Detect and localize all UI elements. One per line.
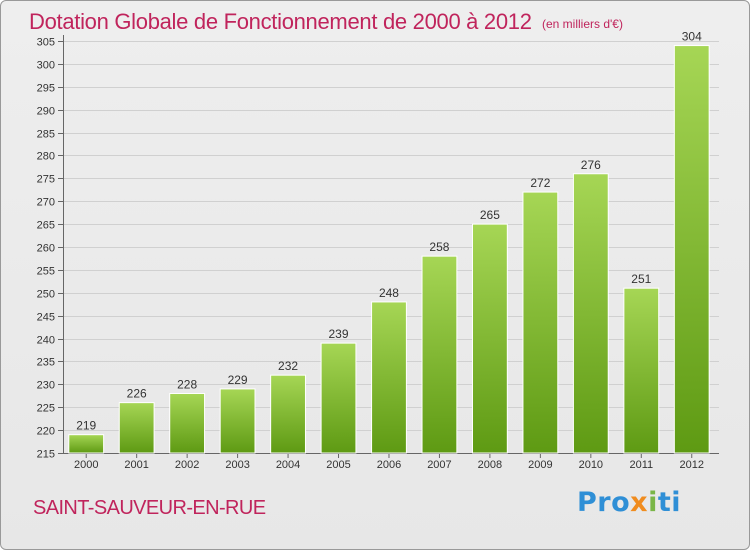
bar-value-label: 228 [177,377,197,391]
y-tick-label: 290 [37,106,55,118]
x-tick-label: 2005 [326,459,350,471]
x-tick-label: 2010 [579,459,603,471]
y-tick-label: 270 [37,197,55,209]
y-tick-label: 225 [37,403,55,415]
y-tick-label: 245 [37,312,55,324]
bar-value-label: 239 [329,327,349,341]
y-tick-label: 240 [37,335,55,347]
x-tick-label: 2003 [225,459,249,471]
bar [68,434,105,454]
y-tick-label: 295 [37,83,55,95]
y-tick-label: 230 [37,380,55,392]
bar [522,191,559,454]
y-tick-label: 305 [37,37,55,49]
bar [219,388,256,454]
proxiti-logo[interactable]: Proxiti [577,487,682,518]
bar-value-label: 272 [530,176,550,190]
y-tick-label: 215 [37,449,55,461]
y-tick-label: 300 [37,60,55,72]
bar-value-label: 232 [278,359,298,373]
x-tick-label: 2000 [74,459,98,471]
y-tick-label: 275 [37,174,55,186]
x-tick-label: 2002 [175,459,199,471]
bar-value-label: 226 [127,387,147,401]
y-tick-label: 235 [37,357,55,369]
x-tick-label: 2012 [680,459,704,471]
commune-name: SAINT-SAUVEUR-EN-RUE [33,497,266,519]
x-tick-label: 2009 [528,459,552,471]
bar [169,392,206,454]
bar [421,255,458,454]
bar [320,342,357,454]
y-tick-label: 285 [37,129,55,141]
bar-value-label: 304 [682,30,702,44]
x-tick-label: 2008 [478,459,502,471]
y-tick-label: 250 [37,289,55,301]
x-tick-label: 2006 [377,459,401,471]
bar-value-label: 258 [429,240,449,254]
bar-value-label: 276 [581,158,601,172]
bar-value-label: 251 [631,272,651,286]
x-tick-label: 2011 [629,459,653,471]
bar-value-label: 219 [76,419,96,433]
x-tick-label: 2004 [276,459,300,471]
bar [673,45,710,454]
y-tick-label: 265 [37,220,55,232]
bar [572,173,609,454]
y-tick-label: 255 [37,266,55,278]
y-tick-label: 280 [37,151,55,163]
bar [270,374,306,454]
chart-title: Dotation Globale de Fonctionnement de 20… [29,9,532,34]
x-tick-label: 2007 [427,459,451,471]
bar-value-label: 229 [228,373,248,387]
bar-value-label: 265 [480,208,500,222]
bar-value-label: 248 [379,286,399,300]
y-tick-label: 260 [37,243,55,255]
y-tick-label: 220 [37,426,55,438]
x-tick-label: 2001 [124,459,148,471]
labels: 219 2000 226 2001 228 2002 229 2003 232 2004 239 20… [74,30,704,471]
bar [471,223,508,454]
bar [623,287,660,454]
bar [371,301,407,454]
bar [118,402,155,454]
chart-subtitle: (en milliers d'€) [542,17,623,31]
bars [68,45,710,454]
